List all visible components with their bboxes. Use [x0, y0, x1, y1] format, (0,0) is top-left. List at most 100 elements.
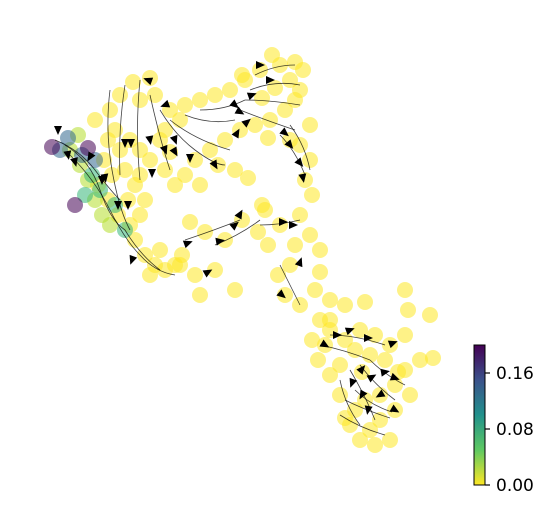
cell-point-yellow-28 — [177, 167, 193, 183]
velocity-arrow-35 — [279, 218, 288, 226]
velocity-arrow-3 — [63, 150, 72, 160]
cell-point-yellow-30 — [157, 162, 173, 178]
cell-point-yellow-58 — [302, 227, 318, 243]
streamline-3 — [107, 89, 131, 231]
colorbar-gradient — [473, 344, 486, 486]
velocity-arrow-0 — [143, 77, 154, 86]
streamline-28 — [339, 414, 386, 436]
cell-point-yellow-22 — [262, 112, 278, 128]
colorbar-tick-label-1: 0.08 — [496, 420, 534, 440]
velocity-arrow-5 — [87, 151, 96, 162]
streamline-11 — [254, 64, 296, 76]
cell-point-yellow-47 — [207, 262, 223, 278]
cell-point-yellow-128 — [347, 342, 363, 358]
cell-point-yellow-4 — [87, 112, 103, 128]
cell-point-yellow-37 — [137, 192, 153, 208]
cell-point-yellow-93 — [304, 332, 320, 348]
streamline-15 — [279, 134, 306, 176]
velocity-streamlines — [54, 64, 406, 436]
cell-point-yellow-112 — [132, 167, 148, 183]
cell-point-yellow-68 — [337, 297, 353, 313]
colorbar-tick-label-0: 0.00 — [496, 476, 534, 496]
cell-point-yellow-120 — [260, 130, 276, 146]
cell-point-yellow-60 — [287, 237, 303, 253]
cell-point-yellow-80 — [425, 350, 441, 366]
velocity-arrows — [54, 61, 400, 415]
streamline-7 — [159, 109, 226, 166]
velocity-arrow-26 — [266, 76, 275, 84]
cell-point-yellow-78 — [422, 307, 438, 323]
cell-point-yellow-96 — [302, 152, 318, 168]
cell-point-yellow-54 — [260, 237, 276, 253]
velocity-arrow-51 — [389, 404, 400, 413]
streamline-17 — [184, 219, 241, 241]
streamline-13 — [244, 99, 301, 106]
velocity-arrow-36 — [289, 221, 298, 229]
cell-point-yellow-90 — [332, 387, 348, 403]
cell-point-yellow-99 — [302, 117, 318, 133]
cell-point-yellow-105 — [107, 122, 123, 138]
cell-point-yellow-31 — [142, 152, 158, 168]
velocity-arrow-24 — [246, 92, 257, 101]
velocity-arrow-20 — [229, 99, 239, 109]
velocity-arrow-38 — [294, 257, 303, 268]
velocity-arrow-16 — [114, 201, 122, 210]
velocity-arrow-1 — [160, 99, 171, 108]
cell-point-yellow-13 — [222, 82, 238, 98]
velocity-arrow-50 — [389, 372, 400, 381]
velocity-arrow-37 — [202, 269, 213, 278]
streamline-2 — [69, 154, 176, 276]
cell-point-yellow-61 — [282, 257, 298, 273]
streamline-20 — [279, 264, 301, 306]
cell-point-yellow-126 — [304, 187, 320, 203]
cell-point-yellow-125 — [257, 202, 273, 218]
velocity-arrow-40 — [319, 339, 330, 348]
velocity-arrow-10 — [145, 135, 154, 145]
cell-point-yellow-115 — [192, 177, 208, 193]
cell-point-yellow-8 — [172, 112, 188, 128]
cell-point-yellow-32 — [132, 142, 148, 158]
streamline-23 — [339, 379, 361, 426]
velocity-arrow-14 — [209, 159, 218, 170]
cell-point-yellow-119 — [234, 67, 250, 83]
velocity-arrow-31 — [182, 240, 193, 249]
cell-point-yellow-23 — [247, 117, 263, 133]
colorbar-tick-label-2: 0.16 — [496, 364, 534, 384]
streamline-29 — [354, 389, 393, 413]
cell-point-yellow-82 — [387, 377, 403, 393]
velocity-arrow-49 — [364, 405, 373, 415]
velocity-arrow-52 — [380, 368, 390, 377]
cell-point-yellow-73 — [367, 327, 383, 343]
cell-point-yellow-102 — [152, 242, 168, 258]
cell-point-yellow-0 — [125, 74, 141, 90]
cell-point-yellow-51 — [182, 214, 198, 230]
cell-point-yellow-21 — [277, 102, 293, 118]
velocity-arrow-33 — [229, 221, 239, 231]
cell-point-yellow-53 — [250, 224, 266, 240]
velocity-arrow-43 — [364, 334, 373, 342]
velocity-arrow-53 — [387, 340, 398, 349]
streamline-8 — [169, 119, 231, 151]
cell-point-yellow-67 — [322, 292, 338, 308]
streamline-10 — [199, 99, 246, 111]
velocity-arrow-17 — [124, 201, 132, 210]
cell-point-yellow-35 — [117, 162, 133, 178]
cell-point-yellow-11 — [192, 92, 208, 108]
velocity-arrow-7 — [100, 173, 109, 183]
velocity-arrow-32 — [215, 237, 225, 246]
cell-point-blue-0 — [60, 130, 76, 146]
cell-point-yellow-111 — [120, 192, 136, 208]
cell-point-yellow-29 — [167, 177, 183, 193]
cell-point-yellow-88 — [367, 437, 383, 453]
velocity-arrow-48 — [375, 389, 386, 398]
cell-point-yellow-62 — [270, 267, 286, 283]
cell-point-yellow-57 — [292, 207, 308, 223]
cell-point-yellow-2 — [112, 87, 128, 103]
cell-point-yellow-130 — [377, 352, 393, 368]
colorbar: 0.00 0.08 0.16 — [473, 344, 534, 496]
cell-point-yellow-34 — [112, 142, 128, 158]
cell-point-yellow-134 — [402, 387, 418, 403]
velocity-arrow-12 — [169, 146, 178, 157]
cell-point-yellow-5 — [132, 92, 148, 108]
